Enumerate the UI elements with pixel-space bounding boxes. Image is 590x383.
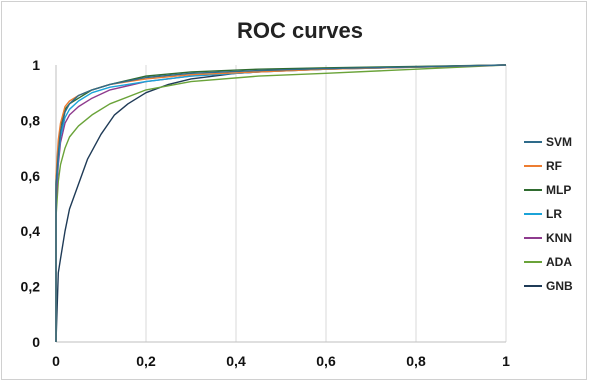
x-tick-label: 0,6 [316,353,336,369]
x-tick-label: 1 [502,353,510,369]
y-tick-labels: 0 0,2 0,4 0,6 0,8 1 [21,57,41,350]
legend-label-mlp: MLP [546,183,571,197]
series-line-rf [55,64,507,342]
y-tick-label: 0,8 [21,112,41,128]
y-tick-label: 0,6 [21,168,41,184]
y-tick-label: 0,4 [21,223,41,239]
series-lines [55,64,507,343]
series-line-gnb [55,64,507,343]
y-tick-label: 1 [32,57,40,73]
grid-lines [145,65,507,342]
legend: SVM RF MLP LR KNN ADA GNB [524,135,573,293]
legend-label-knn: KNN [546,231,572,245]
legend-label-svm: SVM [546,135,572,149]
legend-label-ada: ADA [546,255,572,269]
series-line-lr [55,64,507,342]
series-line-svm [55,64,507,342]
series-line-knn [55,64,507,342]
series-line-mlp [55,64,507,342]
chart-title: ROC curves [237,18,363,43]
series-line-ada [55,64,507,342]
x-tick-label: 0,8 [406,353,426,369]
legend-label-gnb: GNB [546,279,573,293]
y-tick-label: 0 [32,334,40,350]
legend-label-lr: LR [546,207,562,221]
y-tick-label: 0,2 [21,279,41,295]
axes [55,65,506,343]
x-tick-labels: 0 0,2 0,4 0,6 0,8 1 [52,353,510,369]
x-tick-label: 0 [52,353,60,369]
x-tick-label: 0,4 [226,353,246,369]
legend-label-rf: RF [546,159,562,173]
x-tick-label: 0,2 [136,353,156,369]
